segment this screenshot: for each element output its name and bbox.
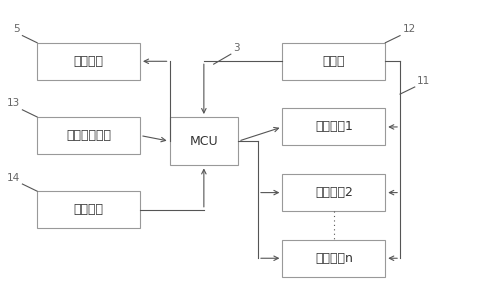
Bar xyxy=(282,108,385,146)
Bar xyxy=(37,191,140,228)
Text: 11: 11 xyxy=(417,76,431,86)
Text: 数据接口: 数据接口 xyxy=(73,55,104,68)
Text: 时钟输入接口: 时钟输入接口 xyxy=(66,129,111,142)
Text: 输出通道n: 输出通道n xyxy=(315,252,353,265)
Text: 13: 13 xyxy=(6,98,20,108)
Bar xyxy=(37,43,140,80)
Text: 3: 3 xyxy=(233,43,240,53)
Text: 14: 14 xyxy=(6,173,20,183)
Text: 5: 5 xyxy=(13,24,20,34)
Bar xyxy=(282,174,385,211)
Text: 12: 12 xyxy=(402,24,416,34)
Bar xyxy=(170,117,238,166)
Text: MCU: MCU xyxy=(189,135,218,148)
Bar xyxy=(37,117,140,154)
Text: 信号源: 信号源 xyxy=(322,55,345,68)
Text: 输出通道2: 输出通道2 xyxy=(315,186,353,199)
Bar xyxy=(282,43,385,80)
Text: 输出通道1: 输出通道1 xyxy=(315,120,353,134)
Bar xyxy=(282,240,385,277)
Text: 选择接口: 选择接口 xyxy=(73,203,104,216)
